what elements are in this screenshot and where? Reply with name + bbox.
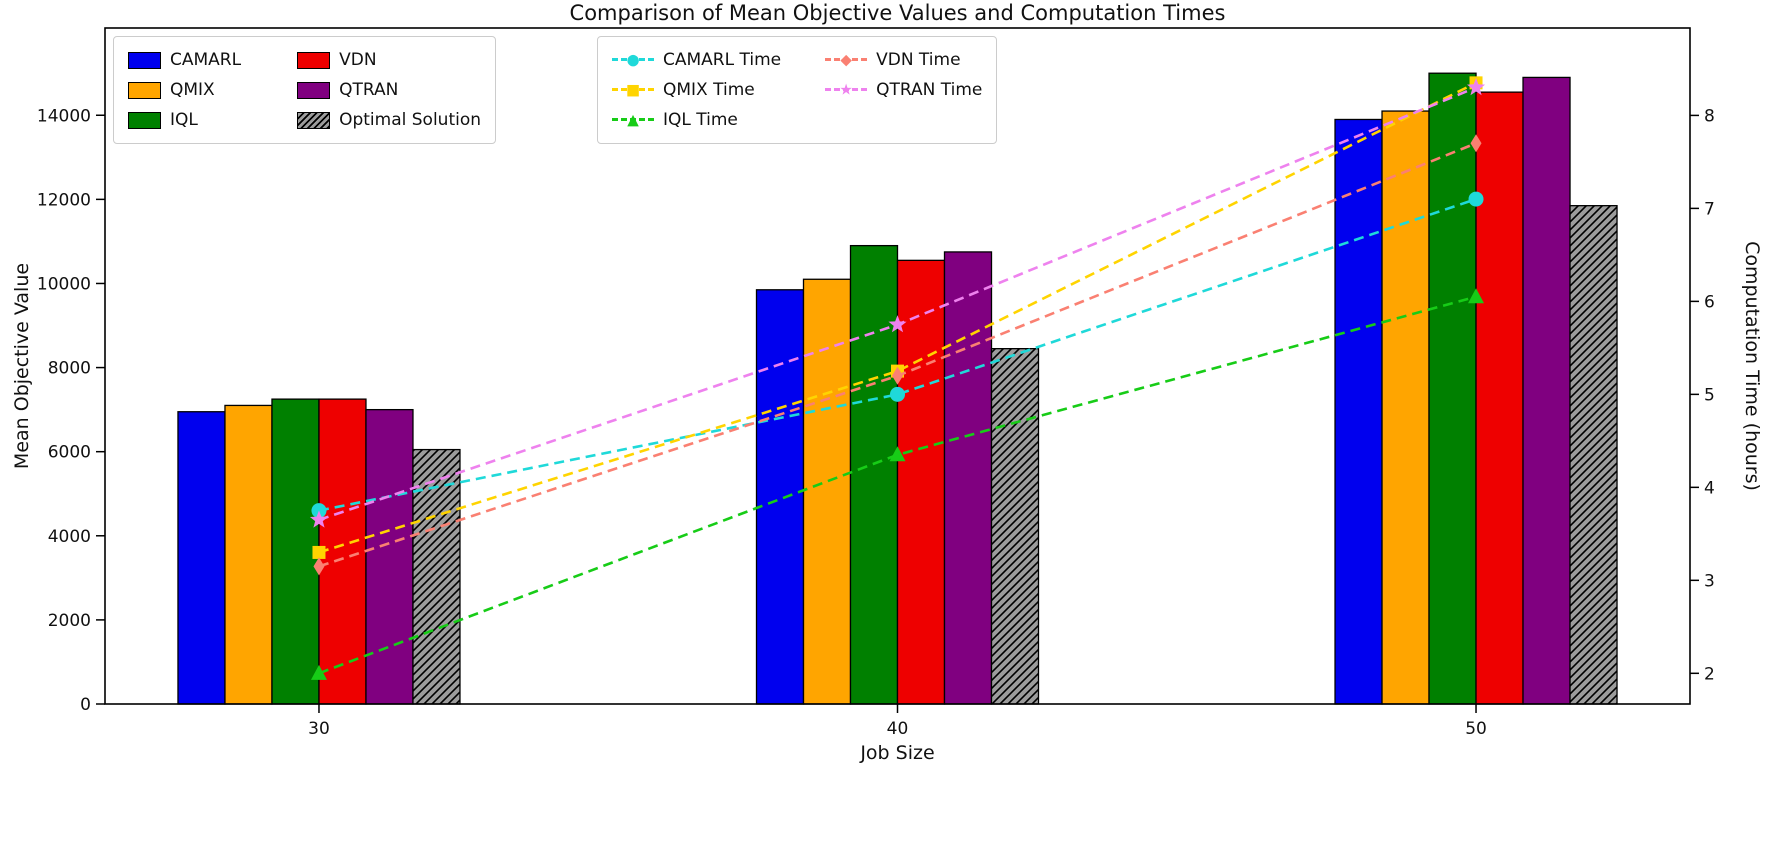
marker-star-qtran-time: [309, 510, 329, 528]
legend-item-iql-time: ▲ IQL Time: [612, 110, 781, 130]
y2-tick-label: 5: [1704, 385, 1715, 405]
y-tick-label: 10000: [37, 274, 91, 294]
bar-camarl: [177, 411, 226, 705]
marker-star-qtran-time: [1466, 78, 1486, 96]
line-camarl-time: [318, 197, 1477, 512]
y-tick-label: 6000: [48, 443, 91, 463]
bar-iql: [271, 398, 320, 705]
marker-star-qtran-time: [888, 315, 907, 333]
legend-item-camarl: CAMARL: [128, 50, 241, 70]
bar-vdn: [318, 398, 367, 705]
bar-qtran: [365, 408, 414, 705]
bar-qmix: [224, 404, 273, 705]
legend-swatch-iql: [128, 111, 161, 129]
legend-item-qtran: QTRAN: [297, 80, 481, 100]
y-tick-label: 8000: [48, 359, 91, 379]
y2-tick-label: 3: [1704, 571, 1715, 591]
bar-vdn: [896, 259, 946, 705]
legend-item-vdn-time: ◆ VDN Time: [825, 50, 982, 70]
legend-swatch-camarl: [128, 51, 161, 69]
right-axis-label: Computation Time (hours): [1741, 241, 1763, 491]
legend-item-optimal-solution: Optimal Solution: [297, 110, 481, 130]
legend-item-iql: IQL: [128, 110, 241, 130]
x-tick-label: 40: [887, 719, 909, 739]
chart-title: Comparison of Mean Objective Values and …: [569, 1, 1226, 25]
legend-times: ● CAMARL Time ■ QMIX Time ▲ IQL Time ◆ V…: [597, 36, 998, 144]
legend-line-glyph-qmix-time: ■: [612, 81, 654, 99]
marker-diamond-vdn-time: [892, 366, 903, 385]
legend-label: IQL Time: [663, 110, 738, 130]
bar-camarl: [755, 289, 805, 705]
y-tick-label: 12000: [37, 190, 91, 210]
legend-label: CAMARL: [170, 50, 242, 70]
marker-triangle-iql-time: [1468, 288, 1485, 304]
marker-diamond-vdn-time: [1470, 134, 1482, 153]
legend-line-glyph-qtran-time: ★: [825, 81, 868, 99]
marker-circle-camarl-time: [890, 386, 905, 402]
legend-item-qtran-time: ★ QTRAN Time: [825, 80, 982, 100]
marker-triangle-iql-time: [310, 664, 327, 680]
x-axis-label: Job Size: [860, 742, 935, 764]
bar-vdn: [1475, 91, 1524, 705]
x-tick-label: 30: [308, 719, 330, 739]
legend-item-vdn: VDN: [297, 50, 481, 70]
legend-line-glyph-vdn-time: ◆: [825, 51, 868, 69]
legend-line-glyph-camarl-time: ●: [612, 51, 654, 69]
legend-label: QMIX Time: [663, 80, 755, 100]
y2-tick-label: 7: [1704, 199, 1715, 219]
legend-label: VDN: [339, 50, 377, 70]
legend-item-qmix: QMIX: [128, 80, 241, 100]
legend-label: QMIX: [170, 80, 215, 100]
bar-iql: [849, 244, 899, 705]
bar-qtran: [1522, 76, 1571, 705]
legend-label: QTRAN: [339, 80, 399, 100]
marker-triangle-iql-time: [889, 446, 906, 462]
plot-border: [104, 27, 1691, 705]
legend-label: IQL: [170, 110, 198, 130]
legend-swatch-qmix: [128, 81, 161, 99]
y-tick-label: 2000: [48, 611, 91, 631]
legend-label: VDN Time: [876, 50, 961, 70]
legend-swatch-vdn: [297, 51, 331, 69]
legend-label: CAMARL Time: [663, 50, 782, 70]
y2-tick-label: 6: [1704, 292, 1715, 312]
marker-circle-camarl-time: [1468, 191, 1484, 207]
legend-bars: CAMARL QMIX IQL VDN QTRAN Optimal Soluti…: [113, 36, 497, 144]
marker-square-qmix-time: [312, 545, 326, 559]
legend-swatch-qtran: [297, 81, 331, 99]
bar-optimal-solution: [412, 448, 461, 705]
legend-label: QTRAN Time: [876, 80, 983, 100]
legend-item-qmix-time: ■ QMIX Time: [612, 80, 781, 100]
bar-optimal-solution: [1569, 205, 1618, 705]
bar-optimal-solution: [990, 348, 1040, 705]
marker-diamond-vdn-time: [313, 557, 325, 576]
y2-tick-label: 4: [1704, 478, 1715, 498]
bar-iql: [1428, 72, 1477, 705]
y2-tick-label: 2: [1704, 664, 1715, 684]
legend-swatch-optimal-solution: [297, 111, 331, 129]
bar-qmix: [1381, 110, 1430, 705]
legend-line-glyph-iql-time: ▲: [612, 111, 654, 129]
x-tick-label: 50: [1465, 719, 1487, 739]
y-tick-label: 0: [80, 695, 91, 715]
y-tick-label: 4000: [48, 527, 91, 547]
y2-tick-label: 8: [1704, 106, 1715, 126]
left-axis-label: Mean Objective Value: [11, 262, 33, 470]
legend-label: Optimal Solution: [339, 110, 482, 130]
y-tick-label: 14000: [37, 106, 91, 126]
bar-camarl: [1334, 118, 1383, 705]
bar-qtran: [943, 251, 993, 705]
legend-item-camarl-time: ● CAMARL Time: [612, 50, 781, 70]
